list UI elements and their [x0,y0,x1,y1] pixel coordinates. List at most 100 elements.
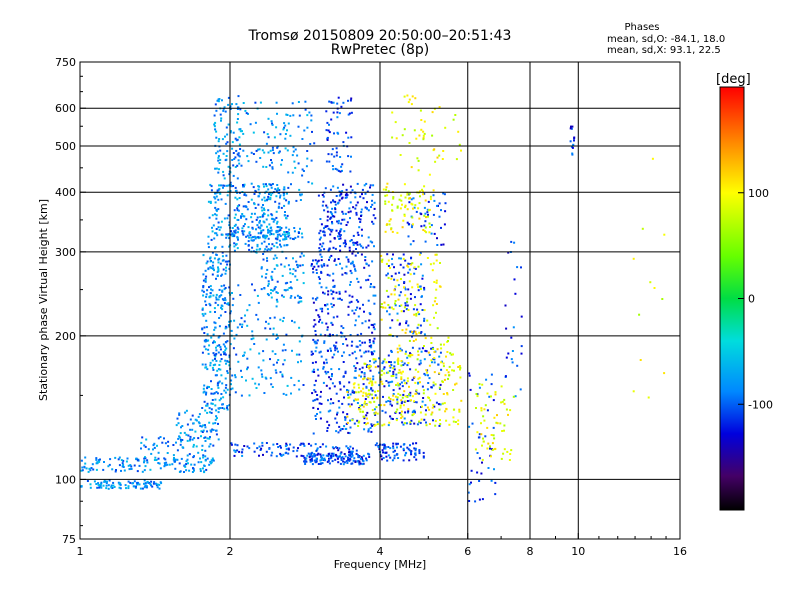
data-point [226,263,229,266]
data-point [412,412,415,415]
data-point [431,411,434,414]
data-point [185,460,188,463]
data-point [397,384,400,387]
data-point [327,410,330,413]
data-point [266,268,269,271]
data-point [229,130,232,133]
data-point [215,217,218,220]
data-point [291,102,294,105]
data-point [493,416,496,419]
data-point [232,347,235,350]
data-point [399,349,402,352]
data-point [284,235,286,238]
data-point [442,393,445,395]
data-point [369,186,371,189]
data-point [336,413,338,416]
data-point [217,422,219,425]
data-point [255,218,258,221]
data-point [416,308,419,311]
data-point [152,448,154,451]
data-point [319,411,322,414]
data-point [215,415,218,418]
data-point [366,190,369,193]
data-point [216,369,219,372]
data-point [387,272,389,275]
data-point [421,277,424,280]
data-point [214,197,217,200]
data-point [230,184,232,187]
data-point [292,446,295,449]
data-point [285,448,288,451]
data-point [337,202,339,205]
data-point [243,215,246,218]
data-point [454,421,457,423]
data-point [322,458,325,461]
data-point [493,437,496,440]
data-point [399,291,402,294]
data-point [140,441,143,444]
data-point [387,295,390,298]
data-point [217,384,219,387]
data-point [387,190,390,193]
data-point [503,402,506,405]
data-point [208,286,210,289]
data-point [248,304,251,307]
data-point [434,296,437,299]
data-point [179,443,182,446]
data-point [413,272,416,275]
data-point [181,439,184,441]
data-point [394,272,397,275]
data-point [268,447,271,450]
data-point [275,101,278,104]
data-point [406,221,409,224]
data-point [327,349,329,352]
data-point [223,288,226,291]
data-point [331,215,334,217]
data-point [252,250,255,253]
data-point [336,455,339,458]
data-point [345,460,348,463]
data-point [210,408,213,411]
data-point [253,289,256,292]
data-point [343,453,346,455]
data-point [247,160,250,163]
data-point [209,361,212,364]
data-point [210,380,212,383]
data-point [445,369,448,371]
data-point [295,260,298,263]
data-point [396,279,399,282]
data-point [220,397,222,400]
data-point [270,296,273,299]
data-point [217,368,220,371]
data-point [387,200,390,203]
data-point [421,347,424,350]
data-point [203,345,206,348]
data-point [202,294,205,297]
data-point [233,225,236,227]
data-point [267,151,270,154]
data-point [369,369,372,372]
data-point [400,378,403,381]
data-point [398,344,401,347]
data-point [305,460,308,463]
data-point [310,350,313,353]
data-point [382,360,385,363]
data-point [432,384,435,387]
data-point [513,278,516,281]
data-point [486,392,489,395]
data-point [404,352,407,355]
data-point [372,375,375,378]
data-point [397,359,400,362]
data-point [410,263,413,266]
data-point [125,460,128,463]
data-point [239,294,242,296]
data-point [391,230,394,233]
data-point [431,346,434,349]
data-point [390,375,393,378]
data-point [242,132,245,135]
data-point [392,197,395,200]
data-point [236,218,239,221]
data-point [301,174,304,177]
data-point [337,235,339,238]
data-point [478,433,481,436]
